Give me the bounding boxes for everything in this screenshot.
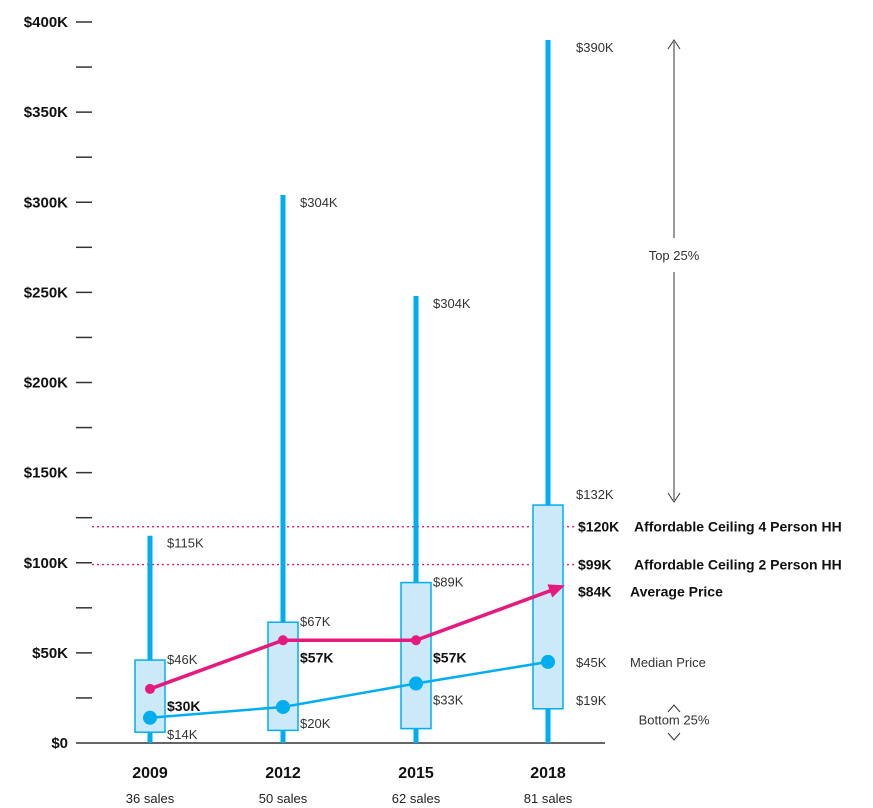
- y-tick-label: $50K: [32, 645, 68, 662]
- average-point: [145, 683, 155, 694]
- iqr-box: [532, 504, 564, 710]
- median-line: [149, 660, 549, 720]
- x-category-label: 2015: [398, 765, 434, 782]
- top-arrow-head-down: [667, 492, 681, 503]
- average-point: [278, 635, 288, 646]
- median-value-label: $14K: [167, 727, 198, 742]
- y-tick-label: $0: [51, 735, 68, 752]
- reference-lines: $120K Affordable Ceiling 4 Person HH $99K A…: [92, 519, 842, 573]
- bottom-arrow-up: [667, 704, 681, 713]
- q3-label: $67K: [300, 614, 331, 629]
- x-axis: 2009 36 sales 2012 50 sales 2015 62 sales 2018…: [126, 765, 573, 806]
- median-point: [409, 676, 423, 691]
- reference-value-label: $120K: [578, 519, 619, 535]
- average-arrowhead: [547, 584, 565, 598]
- max-label: $390K: [576, 40, 614, 55]
- top-arrow-head-up: [667, 39, 681, 50]
- y-tick-label: $250K: [24, 284, 68, 301]
- median-value-label: $45K: [576, 655, 607, 670]
- x-sales-label: 50 sales: [259, 791, 308, 806]
- top-25-label: Top 25%: [649, 248, 700, 263]
- series-lines: [143, 584, 565, 725]
- annotations: Average Price Median Price Top 25% Bottom 2…: [630, 39, 723, 741]
- q3-label: $89K: [433, 575, 464, 590]
- bottom-arrow-down: [667, 732, 681, 741]
- average-price-label: Average Price: [630, 584, 723, 600]
- median-point: [276, 699, 290, 714]
- value-labels: $115K $46K $14K $30K $304K $67K $20K $57K $304K $…: [167, 40, 614, 742]
- x-sales-label: 81 sales: [524, 791, 573, 806]
- x-sales-label: 36 sales: [126, 791, 175, 806]
- x-category-label: 2018: [530, 765, 566, 782]
- y-tick-label: $350K: [24, 104, 68, 121]
- q1-label: $19K: [576, 693, 607, 708]
- y-axis: $50K $100K $150K $200K $250K $300K $350K $400K $…: [24, 14, 605, 752]
- q3-label: $132K: [576, 487, 614, 502]
- average-point: [411, 635, 421, 646]
- q3-label: $46K: [167, 652, 198, 667]
- max-label: $304K: [433, 296, 471, 311]
- boxes: [134, 504, 564, 733]
- y-tick-label: $100K: [24, 555, 68, 572]
- median-price-label: Median Price: [630, 655, 706, 670]
- average-value-label: $57K: [300, 649, 333, 665]
- y-tick-label: $400K: [24, 14, 68, 31]
- average-value-label: $84K: [578, 584, 611, 600]
- max-label: $304K: [300, 195, 338, 210]
- median-point: [541, 654, 555, 669]
- median-value-label: $20K: [300, 716, 331, 731]
- reference-text-label: Affordable Ceiling 4 Person HH: [634, 519, 842, 535]
- median-point: [143, 710, 157, 725]
- x-sales-label: 62 sales: [392, 791, 441, 806]
- average-line: [149, 587, 557, 691]
- whiskers: [147, 40, 551, 743]
- y-tick-label: $150K: [24, 465, 68, 482]
- reference-text-label: Affordable Ceiling 2 Person HH: [634, 557, 842, 573]
- x-category-label: 2012: [265, 765, 301, 782]
- reference-value-label: $99K: [578, 557, 611, 573]
- y-tick-label: $300K: [24, 194, 68, 211]
- max-label: $115K: [167, 536, 204, 551]
- y-tick-label: $200K: [24, 375, 68, 392]
- median-value-label: $33K: [433, 693, 464, 708]
- bottom-25-label: Bottom 25%: [639, 713, 710, 728]
- iqr-box: [400, 581, 432, 730]
- average-value-label: $30K: [167, 698, 200, 714]
- x-category-label: 2009: [132, 765, 168, 782]
- average-value-label: $57K: [433, 649, 466, 665]
